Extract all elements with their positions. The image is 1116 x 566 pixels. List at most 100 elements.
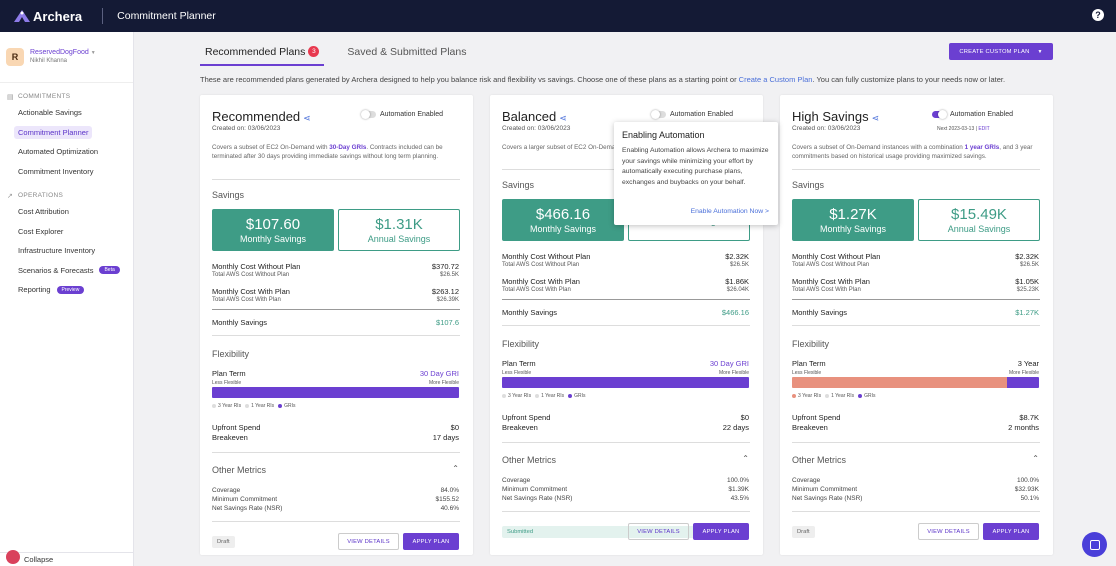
created-date: Created on: 03/06/2023 xyxy=(212,125,281,132)
user-switcher[interactable]: R ReservedDogFood ▼ Nikhil Khanna xyxy=(0,32,133,72)
automation-toggle[interactable]: Automation Enabled xyxy=(651,109,733,119)
enable-automation-link[interactable]: Enable Automation Now > xyxy=(690,208,769,215)
automation-tooltip: Enabling Automation Enabling Automation … xyxy=(614,122,778,225)
divider xyxy=(502,299,750,300)
breakeven-row: Breakeven 22 days xyxy=(502,423,749,432)
other-metrics-heading: Other Metrics xyxy=(212,465,267,475)
create-custom-plan-link[interactable]: Create a Custom Plan xyxy=(738,75,813,84)
sidebar-divider xyxy=(0,82,133,83)
toggle-switch[interactable] xyxy=(651,109,666,119)
archera-logo-icon xyxy=(14,10,30,22)
help-icon[interactable]: ? xyxy=(1092,9,1104,21)
plan-card: Recommended ⋖ Created on: 03/06/2023 Automa… xyxy=(200,95,473,555)
chevron-up-icon[interactable]: ⌃ xyxy=(742,454,749,463)
bar-gris xyxy=(1006,377,1039,388)
sidebar-item-commitment-inventory[interactable]: Commitment Inventory xyxy=(18,166,94,176)
other-metrics-heading: Other Metrics xyxy=(502,455,557,465)
savings-heading: Savings xyxy=(502,180,535,190)
flex-legend: 3 Year RIs 1 Year RIs GRIs xyxy=(792,393,876,399)
min-commitment-row: Minimum Commitment $155.52 xyxy=(212,496,459,503)
cost-with-row: Monthly Cost With Plan $1.86K xyxy=(502,277,749,286)
divider xyxy=(502,442,750,443)
cost-with-row: Monthly Cost With Plan $263.12 xyxy=(212,287,459,296)
tab-recommended-plans[interactable]: Recommended Plans 3 xyxy=(200,44,325,66)
tab-saved-submitted-plans[interactable]: Saved & Submitted Plans xyxy=(347,46,467,58)
toggle-switch[interactable] xyxy=(932,109,947,119)
plan-card: High Savings ⋖ Created on: 03/06/2023 Autom… xyxy=(780,95,1053,555)
total-without-row: Total AWS Cost Without Plan $26.5K xyxy=(792,262,1039,268)
create-custom-plan-button[interactable]: CREATE CUSTOM PLAN ▼ xyxy=(949,43,1053,60)
total-with-row: Total AWS Cost With Plan $26.04K xyxy=(502,287,749,293)
sidebar-item-commitment-planner[interactable]: Commitment Planner xyxy=(0,123,133,143)
upfront-row: Upfront Spend $0 xyxy=(502,413,749,422)
collapse-icon xyxy=(6,549,20,564)
flexibility-heading: Flexibility xyxy=(792,339,830,349)
nsr-row: Net Savings Rate (NSR) 40.6% xyxy=(212,505,459,512)
nsr-row: Net Savings Rate (NSR) 43.5% xyxy=(502,495,749,502)
intro-text: These are recommended plans generated by… xyxy=(200,75,1006,84)
section-operations: ↗ OPERATIONS xyxy=(7,192,64,200)
divider xyxy=(212,521,460,522)
divider xyxy=(502,325,750,326)
divider xyxy=(792,299,1040,300)
monthly-savings-row: Monthly Savings $107.6 xyxy=(212,318,459,327)
sidebar: R ReservedDogFood ▼ Nikhil Khanna ▤ COMMIT… xyxy=(0,32,134,566)
coverage-row: Coverage 84.0% xyxy=(212,487,459,494)
sidebar-item-scenarios-forecasts[interactable]: Scenarios & Forecasts Beta xyxy=(0,261,133,281)
tooltip-body: Enabling Automation allows Archera to ma… xyxy=(622,147,769,186)
view-details-button[interactable]: VIEW DETAILS xyxy=(628,523,689,540)
view-details-button[interactable]: VIEW DETAILS xyxy=(338,533,399,550)
flexibility-heading: Flexibility xyxy=(212,349,250,359)
plan-title: Balanced ⋖ xyxy=(502,109,567,124)
chevron-up-icon[interactable]: ⌃ xyxy=(452,464,459,473)
monthly-savings-box: $1.27K Monthly Savings xyxy=(792,199,914,241)
sidebar-item-cost-explorer[interactable]: Cost Explorer xyxy=(18,226,64,236)
plan-tabs: Recommended Plans 3 Saved & Submitted Pla… xyxy=(200,44,489,66)
monthly-savings-box: $107.60 Monthly Savings xyxy=(212,209,334,251)
savings-heading: Savings xyxy=(212,190,245,200)
chevron-down-icon: ▼ xyxy=(1037,48,1043,55)
monthly-savings-row: Monthly Savings $1.27K xyxy=(792,308,1039,317)
breakeven-row: Breakeven 2 months xyxy=(792,423,1039,432)
coverage-row: Coverage 100.0% xyxy=(792,477,1039,484)
flexibility-bar xyxy=(502,377,749,388)
brand-name: Archera xyxy=(33,8,83,24)
created-date: Created on: 03/06/2023 xyxy=(502,125,571,132)
beta-badge: Beta xyxy=(99,266,120,275)
share-icon[interactable]: ⋖ xyxy=(559,113,567,123)
created-date: Created on: 03/06/2023 xyxy=(792,125,861,132)
apply-plan-button[interactable]: APPLY PLAN xyxy=(983,523,1039,540)
apply-plan-button[interactable]: APPLY PLAN xyxy=(403,533,459,550)
sidebar-item-automated-optimization[interactable]: Automated Optimization xyxy=(18,147,99,157)
monthly-savings-row: Monthly Savings $466.16 xyxy=(502,308,749,317)
sidebar-item-cost-attribution[interactable]: Cost Attribution xyxy=(18,207,69,217)
annual-savings-box: $15.49K Annual Savings xyxy=(918,199,1040,241)
tooltip-title: Enabling Automation xyxy=(622,130,705,140)
share-icon[interactable]: ⋖ xyxy=(303,113,311,123)
edit-link[interactable]: EDIT xyxy=(978,126,990,132)
archera-logo[interactable]: Archera xyxy=(14,9,82,24)
divider xyxy=(212,335,460,336)
chat-button[interactable] xyxy=(1082,532,1107,557)
bar-3yr-ris xyxy=(792,377,1007,388)
automation-toggle[interactable]: Automation Enabled xyxy=(361,109,443,119)
monthly-savings-box: $466.16 Monthly Savings xyxy=(502,199,624,241)
cost-with-row: Monthly Cost With Plan $1.05K xyxy=(792,277,1039,286)
share-icon[interactable]: ⋖ xyxy=(871,113,880,123)
flexibility-bar xyxy=(212,387,459,398)
apply-plan-button[interactable]: APPLY PLAN xyxy=(693,523,749,540)
flex-scale: Less Flexible More Flexible xyxy=(792,370,1039,376)
view-details-button[interactable]: VIEW DETAILS xyxy=(918,523,979,540)
min-commitment-row: Minimum Commitment $1.39K xyxy=(502,486,749,493)
toggle-switch[interactable] xyxy=(361,109,376,119)
collapse-button[interactable]: Collapse xyxy=(0,549,134,566)
section-commitments: ▤ COMMITMENTS xyxy=(7,93,71,101)
annual-savings-box: $1.31K Annual Savings xyxy=(338,209,460,251)
sidebar-item-actionable-savings[interactable]: Actionable Savings xyxy=(18,108,82,118)
status-badge: Draft xyxy=(792,526,815,538)
operations-icon: ↗ xyxy=(7,192,14,200)
sidebar-item-reporting[interactable]: Reporting Preview xyxy=(0,280,133,300)
chevron-up-icon[interactable]: ⌃ xyxy=(1032,454,1039,463)
automation-toggle[interactable]: Automation Enabled xyxy=(932,109,1013,119)
sidebar-item-infrastructure-inventory[interactable]: Infrastructure Inventory xyxy=(18,246,96,256)
